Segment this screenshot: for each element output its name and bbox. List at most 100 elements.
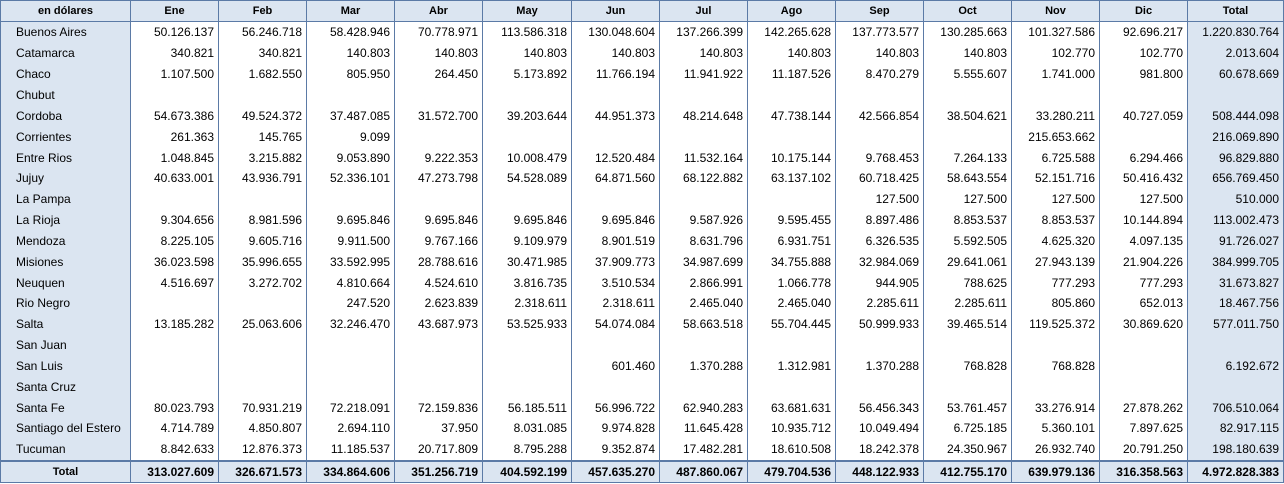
column-total-cell: 404.592.199 bbox=[482, 460, 572, 483]
value-cell bbox=[1099, 355, 1188, 377]
value-cell: 8.897.486 bbox=[835, 209, 924, 231]
province-cell: Cordoba bbox=[0, 105, 131, 127]
value-cell: 29.641.061 bbox=[923, 251, 1012, 273]
value-cell: 11.187.526 bbox=[747, 63, 836, 85]
value-cell bbox=[923, 126, 1012, 148]
row-total-cell: 198.180.639 bbox=[1187, 438, 1284, 461]
value-cell: 18.610.508 bbox=[747, 438, 836, 461]
value-cell: 1.370.288 bbox=[659, 355, 748, 377]
table-footer: Total 313.027.609 326.671.573 334.864.606 35… bbox=[0, 460, 1284, 483]
value-cell bbox=[835, 376, 924, 398]
value-cell: 63.681.631 bbox=[747, 397, 836, 419]
value-cell bbox=[747, 188, 836, 210]
value-cell: 127.500 bbox=[1011, 188, 1100, 210]
value-cell bbox=[130, 334, 219, 356]
value-cell: 101.327.586 bbox=[1011, 21, 1100, 43]
value-cell: 54.074.084 bbox=[571, 313, 660, 335]
row-total-cell: 706.510.064 bbox=[1187, 397, 1284, 419]
value-cell: 2.318.611 bbox=[571, 293, 660, 314]
value-cell bbox=[130, 188, 219, 210]
value-cell: 47.738.144 bbox=[747, 105, 836, 127]
value-cell: 10.144.894 bbox=[1099, 209, 1188, 231]
province-cell: Santiago del Estero bbox=[0, 418, 131, 439]
value-cell bbox=[571, 84, 660, 106]
value-cell: 102.770 bbox=[1011, 42, 1100, 64]
value-cell: 4.097.135 bbox=[1099, 230, 1188, 252]
value-cell: 6.294.466 bbox=[1099, 147, 1188, 168]
value-cell: 58.663.518 bbox=[659, 313, 748, 335]
value-cell bbox=[1011, 84, 1100, 106]
value-cell bbox=[835, 84, 924, 106]
value-cell: 11.645.428 bbox=[659, 418, 748, 439]
row-total-cell: 577.011.750 bbox=[1187, 313, 1284, 335]
value-cell: 56.456.343 bbox=[835, 397, 924, 419]
value-cell: 56.996.722 bbox=[571, 397, 660, 419]
value-cell bbox=[130, 293, 219, 314]
value-cell: 4.714.789 bbox=[130, 418, 219, 439]
value-cell: 6.725.185 bbox=[923, 418, 1012, 439]
value-cell bbox=[218, 334, 307, 356]
value-cell: 32.984.069 bbox=[835, 251, 924, 273]
value-cell: 102.770 bbox=[1099, 42, 1188, 64]
value-cell bbox=[1011, 334, 1100, 356]
value-cell: 54.528.089 bbox=[482, 167, 572, 189]
value-cell: 340.821 bbox=[218, 42, 307, 64]
value-cell: 2.866.991 bbox=[659, 272, 748, 293]
value-cell: 140.803 bbox=[394, 42, 483, 64]
value-cell: 32.246.470 bbox=[306, 313, 395, 335]
value-cell: 142.265.628 bbox=[747, 21, 836, 43]
table-row: Rio Negro 247.520 2.623.839 2.318.611 2.318.… bbox=[0, 293, 1284, 314]
value-cell: 33.280.211 bbox=[1011, 105, 1100, 127]
row-total-cell: 91.726.027 bbox=[1187, 230, 1284, 252]
value-cell: 9.911.500 bbox=[306, 230, 395, 252]
table-row: Misiones 36.023.598 35.996.655 33.592.995 28… bbox=[0, 251, 1284, 273]
value-cell: 113.586.318 bbox=[482, 21, 572, 43]
value-cell: 261.363 bbox=[130, 126, 219, 148]
value-cell bbox=[482, 355, 572, 377]
table-row: Catamarca 340.821 340.821 140.803 140.803 140… bbox=[0, 42, 1284, 64]
value-cell: 777.293 bbox=[1011, 272, 1100, 293]
value-cell: 58.643.554 bbox=[923, 167, 1012, 189]
column-header: Jul bbox=[659, 0, 748, 22]
value-cell: 601.460 bbox=[571, 355, 660, 377]
value-cell: 2.465.040 bbox=[747, 293, 836, 314]
unit-header: en dólares bbox=[0, 0, 131, 22]
value-cell bbox=[482, 334, 572, 356]
value-cell: 33.276.914 bbox=[1011, 397, 1100, 419]
value-cell: 40.633.001 bbox=[130, 167, 219, 189]
province-cell: San Juan bbox=[0, 334, 131, 356]
value-cell: 768.828 bbox=[923, 355, 1012, 377]
value-cell: 9.053.890 bbox=[306, 147, 395, 168]
value-cell: 54.673.386 bbox=[130, 105, 219, 127]
value-cell bbox=[482, 84, 572, 106]
value-cell: 5.173.892 bbox=[482, 63, 572, 85]
value-cell: 140.803 bbox=[923, 42, 1012, 64]
value-cell: 9.109.979 bbox=[482, 230, 572, 252]
value-cell: 9.099 bbox=[306, 126, 395, 148]
row-total-cell: 18.467.756 bbox=[1187, 293, 1284, 314]
province-cell: Catamarca bbox=[0, 42, 131, 64]
column-total-cell: 351.256.719 bbox=[394, 460, 483, 483]
value-cell: 140.803 bbox=[747, 42, 836, 64]
value-cell bbox=[306, 84, 395, 106]
value-cell: 9.695.846 bbox=[394, 209, 483, 231]
value-cell bbox=[923, 376, 1012, 398]
value-cell: 130.285.663 bbox=[923, 21, 1012, 43]
row-total-cell: 216.069.890 bbox=[1187, 126, 1284, 148]
column-total-cell: 639.979.136 bbox=[1011, 460, 1100, 483]
value-cell: 38.504.621 bbox=[923, 105, 1012, 127]
value-cell: 20.791.250 bbox=[1099, 438, 1188, 461]
table-row: Chubut bbox=[0, 84, 1284, 106]
value-cell: 4.524.610 bbox=[394, 272, 483, 293]
value-cell: 40.727.059 bbox=[1099, 105, 1188, 127]
value-cell: 5.555.607 bbox=[923, 63, 1012, 85]
value-cell: 50.416.432 bbox=[1099, 167, 1188, 189]
value-cell: 3.816.735 bbox=[482, 272, 572, 293]
value-cell: 50.126.137 bbox=[130, 21, 219, 43]
value-cell bbox=[130, 376, 219, 398]
value-cell: 30.869.620 bbox=[1099, 313, 1188, 335]
value-cell bbox=[747, 334, 836, 356]
value-cell: 119.525.372 bbox=[1011, 313, 1100, 335]
value-cell: 48.214.648 bbox=[659, 105, 748, 127]
value-cell: 18.242.378 bbox=[835, 438, 924, 461]
